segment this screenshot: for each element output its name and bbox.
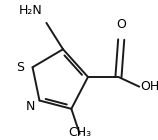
Text: OH: OH — [141, 80, 158, 93]
Text: N: N — [26, 100, 35, 113]
Text: CH₃: CH₃ — [68, 126, 91, 139]
Text: S: S — [16, 61, 24, 74]
Text: O: O — [116, 18, 126, 31]
Text: H₂N: H₂N — [18, 4, 42, 17]
